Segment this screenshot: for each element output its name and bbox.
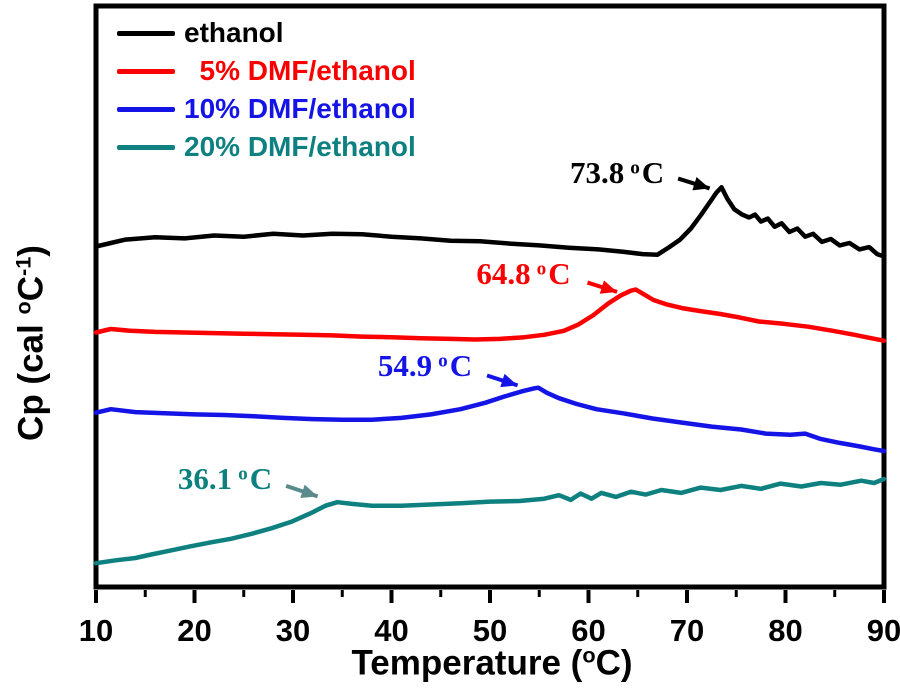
legend-item-ethanol: ethanol — [117, 14, 416, 52]
x-axis-title-unit: C) — [595, 643, 633, 683]
peak-value: 54.9 — [377, 348, 433, 384]
peak-annotation-20pct: 36.1 oC — [178, 461, 272, 497]
annotation-arrow-2 — [486, 373, 519, 388]
x-tick-label: 10 — [79, 613, 113, 648]
peak-annotation-5pct: 64.8 oC — [476, 256, 570, 292]
y-axis-title-close: ) — [11, 245, 51, 257]
series-line-1 — [93, 287, 887, 343]
x-tick-label: 50 — [473, 613, 507, 648]
degree-sup: o — [536, 258, 547, 280]
legend-item-10pct-dmf: 10% DMF/ethanol — [117, 90, 416, 128]
x-tick-label: 60 — [571, 613, 605, 648]
legend-label: 10% DMF/ethanol — [184, 93, 416, 124]
annotation-arrow-3 — [285, 484, 319, 499]
peak-value: 64.8 — [476, 256, 531, 292]
annotation-arrow-0 — [677, 176, 711, 191]
legend-label: 5% DMF/ethanol — [184, 55, 416, 86]
peak-unit: C — [641, 155, 665, 191]
legend-line-swatch — [117, 144, 175, 150]
degree-sup: o — [10, 301, 36, 315]
x-tick-label: 20 — [177, 613, 211, 648]
inverse-sup: -1 — [10, 256, 36, 276]
peak-unit: C — [449, 348, 473, 384]
legend-item-20pct-dmf: 20% DMF/ethanol — [117, 128, 416, 166]
peak-annotation-10pct: 54.9 oC — [378, 348, 472, 384]
peak-unit: C — [249, 460, 273, 496]
y-axis-title-text: Cp (cal — [11, 314, 51, 441]
x-tick-label: 30 — [276, 613, 310, 648]
legend-line-swatch — [117, 30, 175, 36]
y-axis-title-unit: C — [11, 276, 51, 302]
x-tick-label: 40 — [374, 613, 408, 648]
peak-value: 36.1 — [177, 460, 233, 496]
peak-unit: C — [548, 256, 571, 292]
legend-label: ethanol — [184, 17, 284, 48]
degree-sup: o — [438, 350, 448, 372]
annotation-arrow-1 — [586, 280, 618, 294]
x-tick-label: 70 — [670, 613, 704, 648]
peak-value: 73.8 — [569, 155, 625, 191]
degree-sup: o — [630, 157, 640, 179]
peak-annotation-ethanol: 73.8 oC — [570, 155, 664, 191]
x-axis-title-text: Temperature ( — [351, 643, 583, 683]
legend-line-swatch — [117, 106, 175, 112]
x-axis-title: Temperature (oC) — [352, 643, 633, 684]
legend-label: 20% DMF/ethanol — [184, 131, 416, 162]
degree-sup: o — [238, 463, 248, 485]
series-line-3 — [93, 476, 887, 566]
series-line-2 — [93, 385, 887, 454]
y-axis-title: Cp (cal oC-1) — [11, 245, 52, 441]
x-tick-label: 90 — [867, 613, 900, 648]
legend: ethanol 5% DMF/ethanol 10% DMF/ethanol 2… — [117, 14, 416, 166]
series-line-0 — [93, 185, 887, 259]
degree-sup: o — [582, 642, 596, 668]
legend-item-5pct-dmf: 5% DMF/ethanol — [117, 52, 416, 90]
x-tick-label: 80 — [768, 613, 802, 648]
legend-line-swatch — [117, 68, 175, 74]
plot-frame — [93, 3, 887, 590]
